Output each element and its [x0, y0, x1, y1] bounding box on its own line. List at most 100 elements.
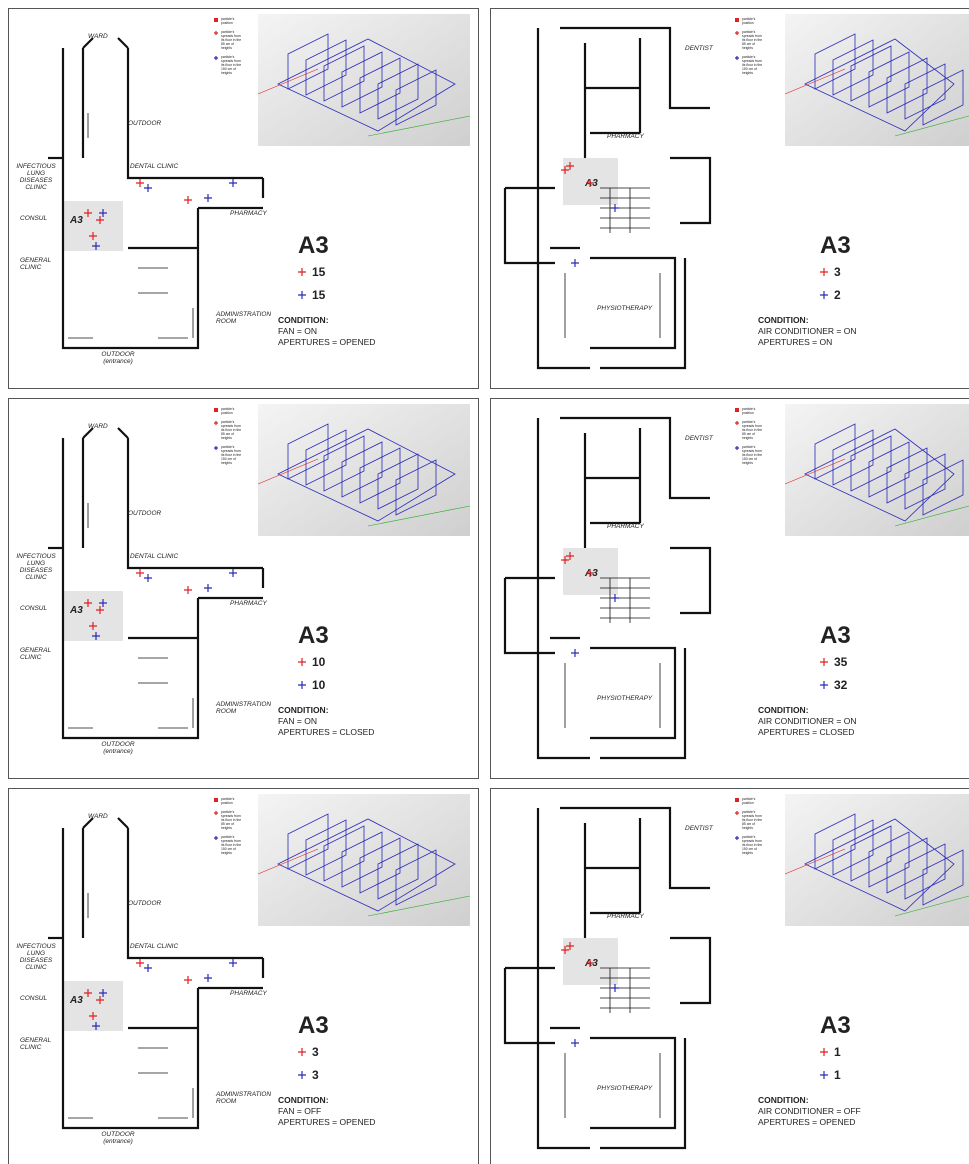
room-label: DENTIST — [685, 435, 714, 442]
room-label-line: PHARMACY — [607, 913, 645, 920]
room-label-line: OUTDOOR — [128, 900, 162, 907]
condition: APERTURES = CLOSED — [278, 727, 374, 737]
room-label: CONSUL — [20, 605, 47, 612]
room-label-line: DENTAL CLINIC — [130, 943, 178, 950]
condition: FAN = ON — [278, 716, 317, 726]
condition: AIR CONDITIONER = ON — [758, 716, 856, 726]
legend-line: position — [742, 411, 754, 415]
room-label-line: GENERAL — [20, 257, 51, 264]
condition: APERTURES = ON — [758, 337, 832, 347]
area-label: A3 — [298, 622, 329, 649]
room-label-line: (entrance) — [103, 358, 133, 365]
condition: APERTURES = CLOSED — [758, 727, 854, 737]
room-label-line: PHYSIOTHERAPY — [597, 305, 653, 312]
red-count: 10 — [312, 655, 326, 669]
blue-count: 15 — [312, 288, 326, 302]
room-label: PHARMACY — [607, 523, 645, 530]
legend-swatch — [735, 408, 739, 412]
room-label-line: LUNG — [27, 170, 45, 177]
room-label: PHYSIOTHERAPY — [597, 305, 653, 312]
panel: A3DENTISTPHARMACYPHYSIOTHERAPYparticle's… — [491, 789, 969, 1164]
room-label-line: CONSUL — [20, 215, 47, 222]
room-label: CONSUL — [20, 995, 47, 1002]
condition-title: CONDITION: — [278, 705, 329, 715]
area-label-small: A3 — [69, 605, 83, 616]
legend-line: heights — [221, 826, 232, 830]
legend-text: particle'sposition — [221, 797, 235, 805]
room-label: OUTDOOR — [128, 900, 162, 907]
panel: A3DENTISTPHARMACYPHYSIOTHERAPYparticle's… — [491, 399, 969, 779]
room-label-line: DENTIST — [685, 435, 714, 442]
room-label-line: WARD — [88, 33, 108, 40]
condition: FAN = OFF — [278, 1106, 321, 1116]
red-count: 3 — [834, 265, 841, 279]
figure: A3WARDOUTDOORDENTAL CLINICINFECTIOUSLUNG… — [0, 0, 969, 1164]
condition-title: CONDITION: — [758, 315, 809, 325]
room-label-line: PHYSIOTHERAPY — [597, 695, 653, 702]
room-label-line: PHARMACY — [230, 990, 268, 997]
legend-line: heights — [742, 851, 753, 855]
legend-swatch — [214, 798, 218, 802]
room-label: PHARMACY — [607, 133, 645, 140]
room-label-line: CLINIC — [25, 184, 47, 191]
legend-line: heights — [742, 826, 753, 830]
room-label: PHARMACY — [607, 913, 645, 920]
room-label: OUTDOOR — [128, 510, 162, 517]
room-label-line: INFECTIOUS — [16, 943, 56, 950]
legend-line: heights — [221, 46, 232, 50]
room-label-line: CLINIC — [25, 574, 47, 581]
room-label: OUTDOOR — [128, 120, 162, 127]
legend-line: heights — [221, 436, 232, 440]
blue-count: 1 — [834, 1068, 841, 1082]
condition-title: CONDITION: — [758, 705, 809, 715]
room-label-line: PHARMACY — [230, 600, 268, 607]
room-label-line: DISEASES — [20, 957, 53, 964]
area-label: A3 — [820, 622, 851, 649]
page: A3WARDOUTDOORDENTAL CLINICINFECTIOUSLUNG… — [0, 0, 969, 1164]
red-count: 3 — [312, 1045, 319, 1059]
room-label-line: DISEASES — [20, 177, 53, 184]
room-label-line: ADMINISTRATION — [215, 311, 271, 318]
room-label-line: LUNG — [27, 560, 45, 567]
legend-line: heights — [221, 71, 232, 75]
legend-line: position — [742, 801, 754, 805]
room-label: DENTIST — [685, 45, 714, 52]
area-highlight — [63, 201, 123, 251]
room-label-line: GENERAL — [20, 1037, 51, 1044]
room-label-line: ADMINISTRATION — [215, 701, 271, 708]
panel: A3DENTISTPHARMACYPHYSIOTHERAPYparticle's… — [491, 9, 969, 389]
condition-title: CONDITION: — [278, 1095, 329, 1105]
condition: APERTURES = OPENED — [758, 1117, 855, 1127]
room-label-line: ADMINISTRATION — [215, 1091, 271, 1098]
room-label-line: OUTDOOR — [101, 741, 135, 748]
legend-line: heights — [742, 71, 753, 75]
panel: A3WARDOUTDOORDENTAL CLINICINFECTIOUSLUNG… — [9, 789, 479, 1164]
area-label: A3 — [820, 232, 851, 259]
room-label: CONSUL — [20, 215, 47, 222]
legend-line: position — [221, 411, 233, 415]
room-label: DENTAL CLINIC — [130, 943, 178, 950]
room-label-line: OUTDOOR — [101, 1131, 135, 1138]
legend-line: position — [221, 21, 233, 25]
room-label: PHYSIOTHERAPY — [597, 1085, 653, 1092]
room-label: OUTDOOR(entrance) — [101, 741, 135, 755]
room-label-line: DISEASES — [20, 567, 53, 574]
blue-count: 32 — [834, 678, 848, 692]
legend-line: heights — [742, 46, 753, 50]
room-label-line: INFECTIOUS — [16, 553, 56, 560]
room-label-line: PHARMACY — [607, 133, 645, 140]
legend-text: particle'sposition — [221, 407, 235, 415]
red-count: 15 — [312, 265, 326, 279]
condition: AIR CONDITIONER = ON — [758, 326, 856, 336]
condition-title: CONDITION: — [278, 315, 329, 325]
legend-text: particle'sposition — [221, 17, 235, 25]
area-label: A3 — [298, 1012, 329, 1039]
condition: FAN = ON — [278, 326, 317, 336]
area-label-small: A3 — [69, 215, 83, 226]
legend-swatch — [735, 798, 739, 802]
room-label-line: (entrance) — [103, 1138, 133, 1145]
panel: A3WARDOUTDOORDENTAL CLINICINFECTIOUSLUNG… — [9, 9, 479, 389]
condition: AIR CONDITIONER = OFF — [758, 1106, 861, 1116]
room-label: PHARMACY — [230, 990, 268, 997]
